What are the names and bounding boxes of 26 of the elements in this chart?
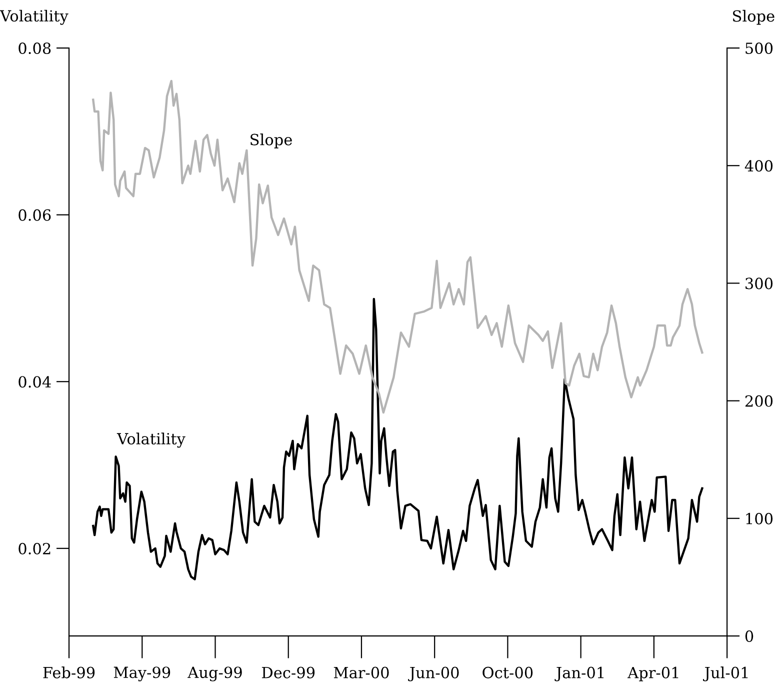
- y2-axis-title: Slope: [733, 10, 774, 25]
- x-tick-label: Jan-01: [554, 666, 604, 682]
- x-tick-label: Mar-00: [334, 666, 389, 678]
- line-series: [92, 298, 704, 580]
- x-tick-label: Oct-00: [482, 666, 533, 678]
- x-tick-label: Feb-99: [43, 666, 95, 678]
- x-tick-label: Aug-99: [188, 666, 242, 682]
- y-tick-label: 0.04: [18, 376, 51, 388]
- y2-tick-label: 200: [745, 395, 773, 407]
- y2-tick-label: 400: [744, 160, 773, 172]
- x-tick-label: Jul-01: [703, 666, 748, 682]
- x-tick-label: Dec-99: [262, 666, 315, 678]
- x-tick-label: Apr-01: [627, 666, 678, 682]
- y2-tick-label: 300: [746, 278, 773, 290]
- series-label: Slope: [250, 134, 292, 148]
- y-tick-label: 0.06: [18, 209, 51, 221]
- y2-tick-label: 100: [746, 512, 773, 524]
- y2-tick-label: 0: [745, 630, 754, 642]
- x-tick-label: Jun-00: [408, 666, 459, 682]
- series-label: Volatility: [116, 432, 186, 448]
- y-tick-label: 0.08: [18, 42, 51, 54]
- line-series: [92, 80, 704, 414]
- x-tick-label: May-99: [114, 666, 170, 682]
- y-tick-label: 0.02: [18, 542, 50, 554]
- y-axis-title: Volatility: [0, 10, 68, 25]
- y2-tick-label: 500: [746, 42, 773, 54]
